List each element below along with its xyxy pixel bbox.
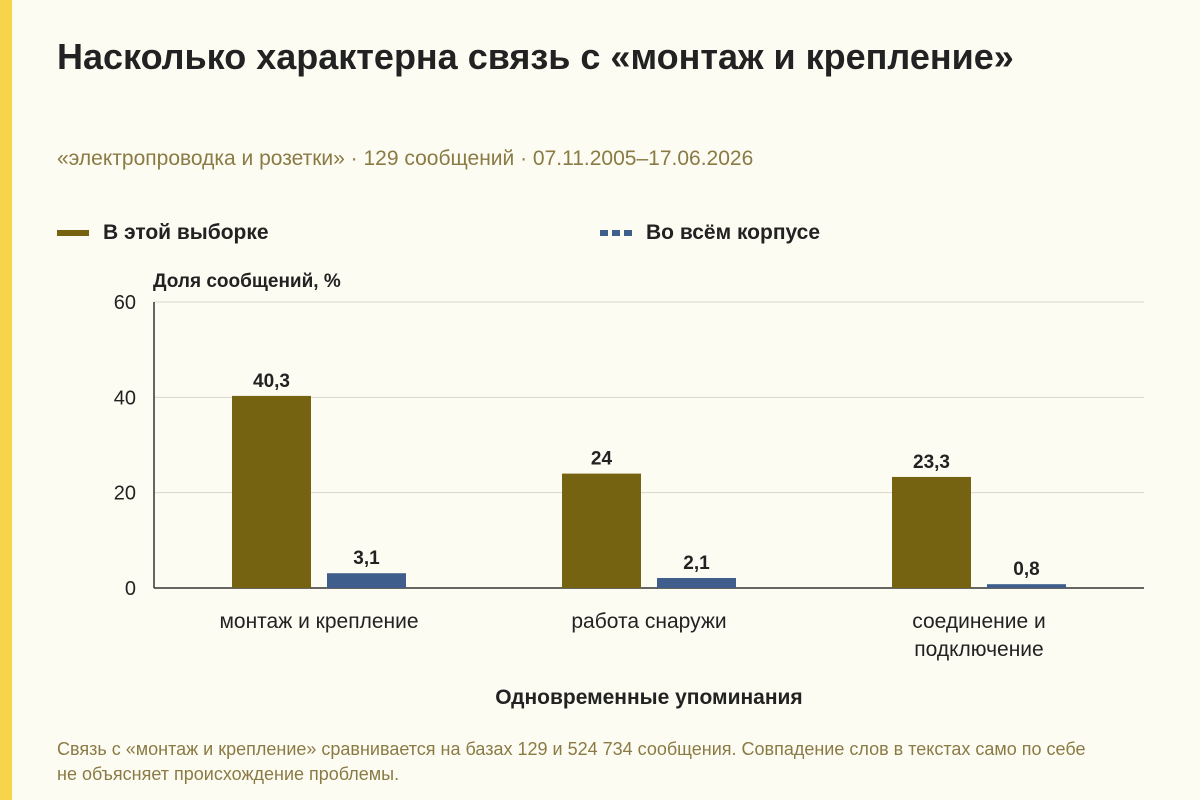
x-tick-label: подключение xyxy=(914,638,1043,661)
y-tick-label: 60 xyxy=(114,292,136,314)
bar-corpus xyxy=(987,584,1066,588)
x-tick-label: монтаж и крепление xyxy=(219,610,418,633)
legend-swatch-corpus xyxy=(600,230,632,236)
accent-bar xyxy=(0,0,12,800)
footnote: Связь с «монтаж и крепление» сравниваетс… xyxy=(57,739,1086,784)
legend-label-sample: В этой выборке xyxy=(103,221,269,244)
y-tick-label: 20 xyxy=(114,483,136,505)
y-axis-label: Доля сообщений, % xyxy=(153,271,341,292)
legend-swatch-sample xyxy=(57,230,89,236)
x-tick-label: соединение и xyxy=(912,610,1045,633)
data-label: 3,1 xyxy=(353,548,380,569)
x-tick-label: работа снаружи xyxy=(571,610,726,633)
data-label: 2,1 xyxy=(683,553,710,574)
data-label: 23,3 xyxy=(913,452,950,473)
bar-corpus xyxy=(327,573,406,588)
x-axis-label: Одновременные упоминания xyxy=(495,686,803,709)
chart-title: Насколько характерна связь с «монтаж и к… xyxy=(57,36,1014,77)
y-tick-label: 0 xyxy=(125,578,136,600)
data-label: 0,8 xyxy=(1013,559,1039,580)
bar-sample xyxy=(562,473,641,588)
y-tick-label: 40 xyxy=(114,387,136,409)
legend-item-corpus: Во всём корпусе xyxy=(600,219,820,247)
data-label: 24 xyxy=(591,449,613,470)
bar-corpus xyxy=(657,577,736,588)
chart-subtitle: «электропроводка и розетки» · 129 сообще… xyxy=(57,147,754,170)
bar-sample xyxy=(892,476,971,588)
legend-item-sample: В этой выборке xyxy=(57,219,269,247)
data-label: 40,3 xyxy=(253,371,290,392)
legend-label-corpus: Во всём корпусе xyxy=(646,221,821,244)
bar-sample xyxy=(232,395,311,588)
